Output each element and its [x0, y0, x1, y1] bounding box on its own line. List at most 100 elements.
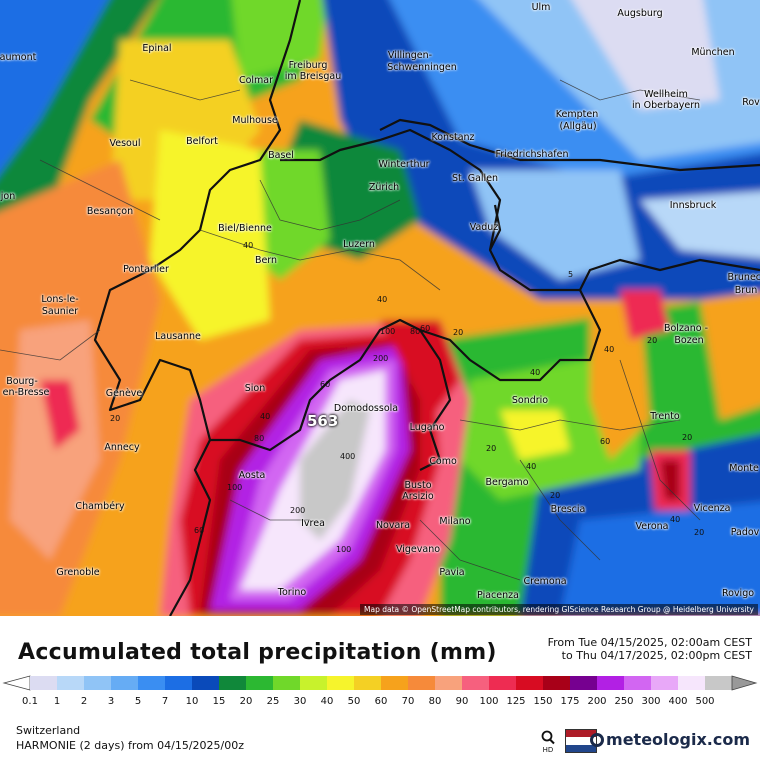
city-label: Luzern	[343, 239, 375, 250]
legend-swatch	[624, 676, 652, 690]
city-label: Innsbruck	[669, 200, 717, 211]
location-label: Switzerland	[16, 724, 81, 737]
legend-swatch	[84, 676, 112, 690]
city-label: Rovigo	[721, 588, 755, 599]
contour-value: 40	[604, 345, 615, 354]
city-label: Schwenningen	[387, 62, 457, 73]
legend-label: 125	[506, 696, 525, 707]
legend-label: 1	[54, 696, 60, 707]
contour-value: 80	[254, 434, 265, 443]
contour-value: 100	[336, 545, 352, 554]
city-label: en-Bresse	[2, 387, 50, 398]
map-title: Accumulated total precipitation (mm)	[18, 640, 497, 665]
legend-label: 70	[402, 696, 415, 707]
legend-swatch	[543, 676, 571, 690]
city-label: Vicenza	[693, 503, 731, 514]
legend-label: 7	[162, 696, 168, 707]
city-label: Mulhouse	[232, 115, 278, 126]
legend-label: 25	[267, 696, 280, 707]
city-label: Brun	[734, 285, 758, 296]
contour-value: 40	[670, 515, 681, 524]
legend-label: 80	[429, 696, 442, 707]
legend-swatch	[651, 676, 679, 690]
city-label: Basel	[268, 150, 294, 161]
contour-value: 60	[600, 437, 611, 446]
city-label: Torino	[277, 587, 307, 598]
city-label: Freiburg	[288, 60, 328, 71]
city-label: (Allgäu)	[559, 121, 597, 132]
city-label: Cremona	[523, 576, 567, 587]
legend-label: 100	[479, 696, 498, 707]
legend-swatch	[570, 676, 598, 690]
legend-label: 0.1	[22, 696, 38, 707]
legend-swatch	[678, 676, 706, 690]
city-label: Ivrea	[301, 518, 325, 529]
legend-swatch	[489, 676, 517, 690]
legend-label: 50	[348, 696, 361, 707]
city-label: St. Gallen	[451, 173, 499, 184]
legend-label: 40	[321, 696, 334, 707]
legend-label: 175	[560, 696, 579, 707]
city-label: Konstanz	[431, 132, 475, 143]
contour-value: 40	[530, 368, 541, 377]
legend-label: 400	[668, 696, 687, 707]
legend-swatch	[705, 676, 733, 690]
city-label: Chambéry	[75, 501, 125, 512]
city-label: im Breisgau	[284, 71, 342, 82]
city-label: Pavia	[439, 567, 465, 578]
legend-label: 20	[240, 696, 253, 707]
city-label: Bozen	[674, 335, 704, 346]
city-label: Augsburg	[617, 8, 663, 19]
color-legend: 0.1 1 2 3 5 7 10 15 20 25 30 40 50 60 70 80 90 100 125 150 1…	[2, 675, 758, 707]
city-label: Villingen-	[387, 50, 433, 61]
hd-zoom-icon[interactable]: HD	[540, 730, 556, 754]
city-label: jon	[0, 191, 16, 202]
legend-label: 5	[135, 696, 141, 707]
legend-swatch	[57, 676, 85, 690]
map-attribution: Map data © OpenStreetMap contributors, r…	[360, 604, 758, 615]
contour-value: 60	[420, 324, 431, 333]
contour-value: 20	[682, 433, 693, 442]
city-label: Novara	[375, 520, 411, 531]
contour-value: 5	[568, 270, 574, 279]
legend-swatch	[30, 676, 58, 690]
city-label: Verona	[635, 521, 669, 532]
contour-value: 80	[410, 327, 421, 336]
legend-swatch	[597, 676, 625, 690]
city-label: Colmar	[238, 75, 274, 86]
brand-logo[interactable]: meteologix.com	[590, 730, 750, 749]
legend-label: 3	[108, 696, 114, 707]
city-label: Friedrichshafen	[495, 149, 569, 160]
legend-swatch	[408, 676, 436, 690]
contour-value: 40	[243, 241, 254, 250]
city-label: Monte	[729, 463, 759, 474]
precipitation-map[interactable]: Ulm Augsburg Epinal Villingen- Schwenningen M…	[0, 0, 760, 616]
legend-swatch	[462, 676, 490, 690]
contour-value: 20	[647, 336, 658, 345]
period-from: From Tue 04/15/2025, 02:00am CEST	[547, 636, 752, 649]
model-label: HARMONIE (2 days) from 04/15/2025/00z	[16, 739, 245, 752]
city-label: Milano	[439, 516, 471, 527]
city-label: Sondrio	[511, 395, 549, 406]
legend-min-arrow	[2, 675, 31, 691]
city-label: Wellheim	[644, 89, 688, 100]
legend-swatch	[246, 676, 274, 690]
city-label: Kempten	[555, 109, 599, 120]
city-label: Saunier	[41, 306, 79, 317]
contour-value: 20	[694, 528, 705, 537]
contour-value: 40	[260, 412, 271, 421]
city-label: in Oberbayern	[631, 100, 701, 111]
contour-value: 60	[194, 526, 205, 535]
legend-swatch	[381, 676, 409, 690]
contour-value: 60	[320, 380, 331, 389]
legend-swatch	[138, 676, 166, 690]
contour-value: 200	[373, 354, 389, 363]
city-label: Lons-le-	[41, 294, 79, 305]
legend-swatch	[273, 676, 301, 690]
city-label: Bergamo	[485, 477, 529, 488]
city-label: Como	[429, 456, 457, 467]
legend-swatch	[435, 676, 463, 690]
city-label: Bolzano -	[663, 323, 709, 334]
city-label: Vigevano	[395, 544, 441, 555]
legend-swatch	[354, 676, 382, 690]
